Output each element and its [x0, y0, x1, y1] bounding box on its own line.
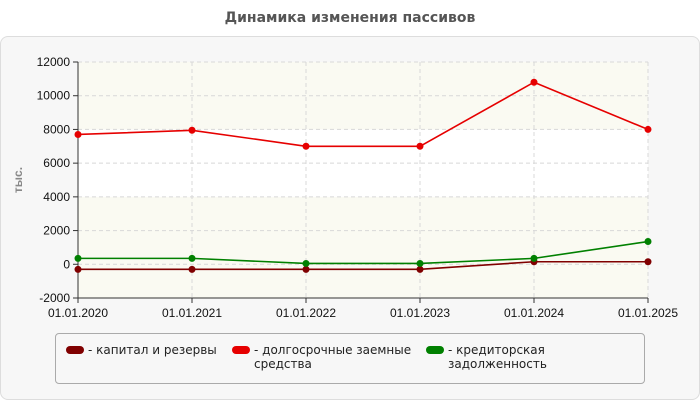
data-point-2-1	[188, 254, 196, 262]
legend-swatch-longterm	[232, 346, 250, 354]
x-tick-label: 01.01.2021	[162, 306, 222, 320]
data-point-1-0	[74, 130, 82, 138]
data-point-2-5	[644, 238, 652, 246]
legend-item-capital: - капитал и резервы	[66, 343, 217, 357]
series-line-0	[78, 260, 648, 271]
legend-swatch-capital	[66, 346, 84, 354]
data-point-0-3	[416, 265, 424, 273]
legend-item-longterm: - долгосрочные заемные средства	[232, 343, 417, 371]
data-point-1-4	[530, 78, 538, 86]
data-point-0-5	[644, 258, 652, 266]
chart-title: Динамика изменения пассивов	[224, 10, 476, 26]
y-tick-label: 2000	[43, 224, 70, 238]
legend-label-capital: - капитал и резервы	[88, 343, 217, 357]
legend-swatch-payables	[426, 346, 444, 354]
x-tick-label: 01.01.2020	[48, 306, 108, 320]
legend-label-longterm: - долгосрочные заемные средства	[254, 343, 412, 371]
y-axis-label: тыс.	[11, 167, 25, 193]
series-line-2	[78, 240, 649, 265]
data-point-0-1	[188, 265, 196, 273]
y-tick-label: 6000	[43, 156, 70, 170]
x-tick-label: 01.01.2023	[390, 306, 450, 320]
data-point-2-3	[416, 259, 424, 267]
data-point-1-3	[416, 142, 424, 150]
y-tick-label: 10000	[37, 89, 71, 103]
series-line-1	[77, 81, 649, 148]
data-point-0-0	[74, 265, 82, 273]
x-tick-label: 01.01.2024	[504, 306, 564, 320]
data-point-2-4	[530, 254, 538, 262]
data-point-1-1	[188, 126, 196, 134]
legend-item-payables: - кредиторская задолженность	[426, 343, 644, 371]
x-tick-label: 01.01.2022	[276, 306, 336, 320]
y-tick-label: -2000	[39, 291, 70, 305]
data-point-1-5	[644, 125, 652, 133]
data-point-1-2	[302, 142, 310, 150]
y-tick-label: 12000	[37, 55, 71, 69]
data-point-2-2	[302, 259, 310, 267]
data-point-2-0	[74, 254, 82, 262]
y-tick-label: 4000	[43, 190, 70, 204]
data-point-0-2	[302, 265, 310, 273]
x-tick-label: 01.01.2025	[618, 306, 678, 320]
y-tick-label: 8000	[43, 122, 70, 136]
y-tick-label: 0	[63, 257, 70, 271]
legend-label-payables: - кредиторская задолженность	[448, 343, 547, 371]
chart-legend: - капитал и резервы - долгосрочные заемн…	[55, 333, 645, 384]
